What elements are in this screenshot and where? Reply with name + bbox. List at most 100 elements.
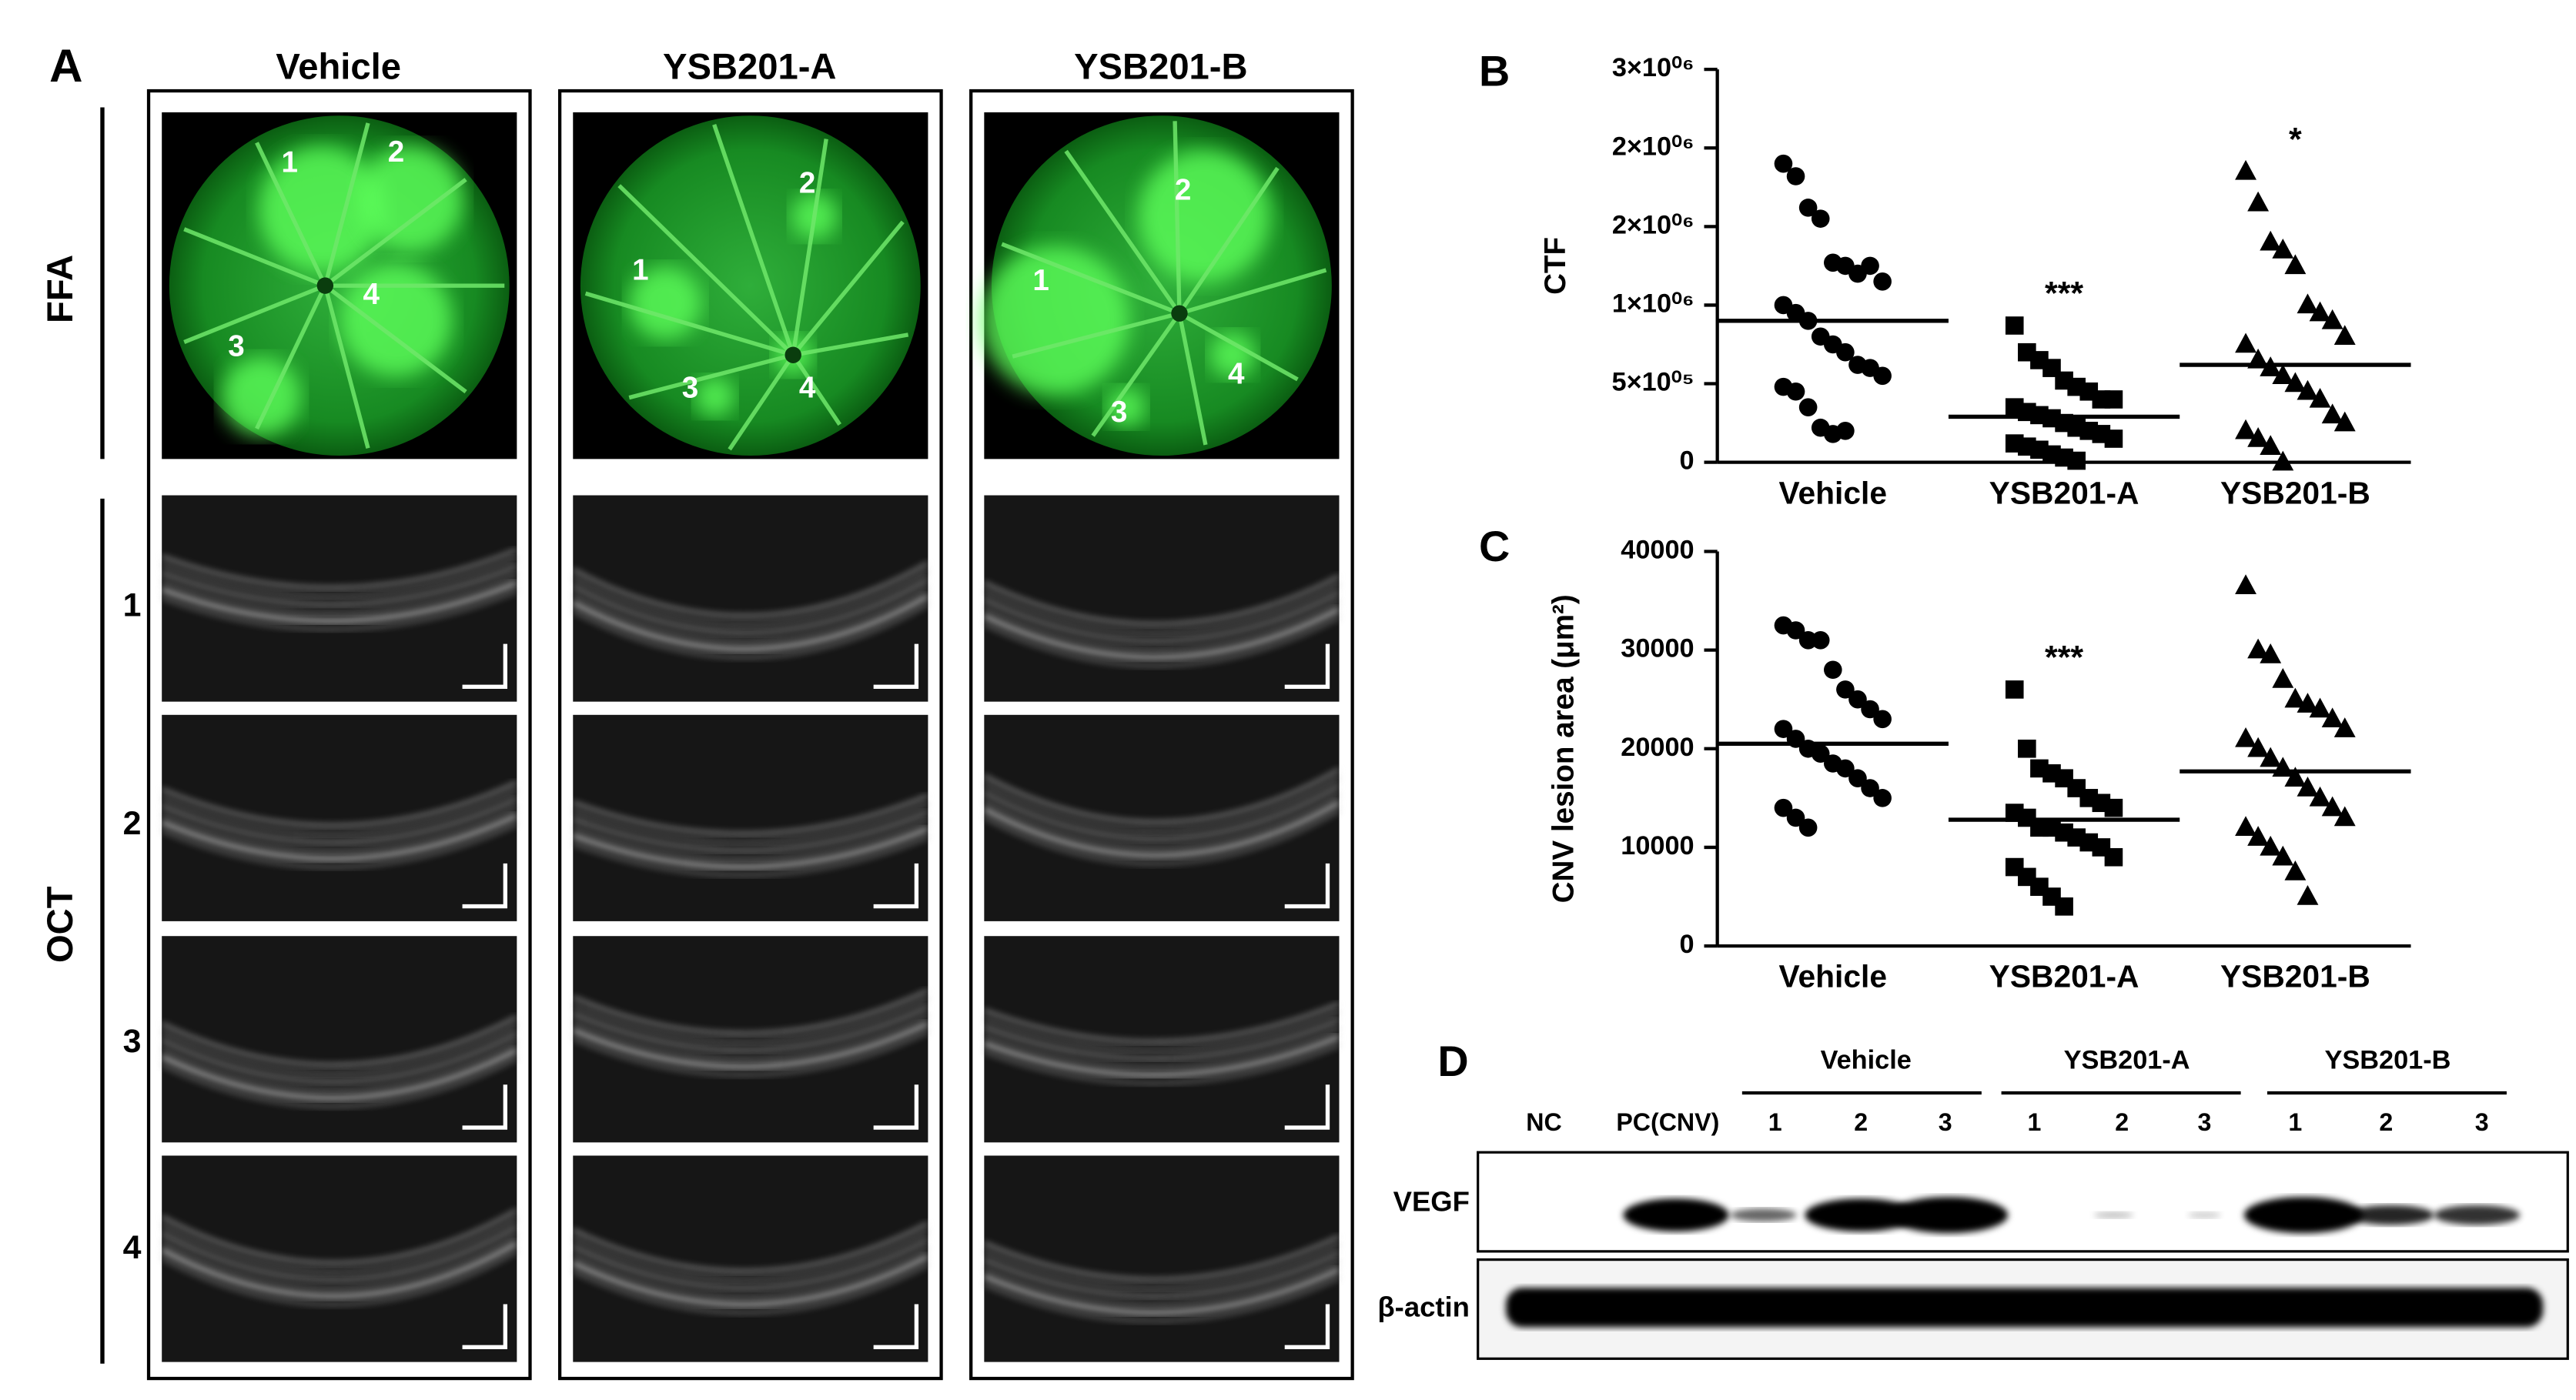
data-point (2309, 786, 2331, 807)
retina-layer (572, 1021, 929, 1069)
scale-bar (873, 643, 919, 690)
retina-layer (983, 616, 1340, 667)
data-point (2321, 796, 2343, 817)
data-point (1774, 720, 1793, 738)
group-label: Vehicle (1821, 1045, 1912, 1074)
section-label: OCT (39, 886, 80, 963)
retina-layer (983, 768, 1340, 824)
retina-layer (572, 1263, 929, 1314)
data-point (2235, 159, 2257, 180)
leak-spot (1209, 332, 1256, 379)
group-label: YSB201-B (2325, 1045, 2451, 1074)
column-frame (146, 89, 532, 1381)
retina-layer (161, 1024, 518, 1074)
lane-label: PC(CNV) (1616, 1108, 1719, 1136)
retina-layer (161, 573, 517, 614)
spot-label: 1 (281, 146, 297, 179)
data-point (2235, 332, 2257, 353)
spot-label: 4 (799, 371, 816, 404)
data-point (2297, 884, 2319, 905)
x-tick-label: Vehicle (1779, 959, 1887, 994)
scale-bar (462, 643, 508, 690)
data-point (2260, 643, 2282, 663)
panel-label: C (1479, 523, 1510, 570)
data-point (2272, 845, 2294, 866)
data-point (2247, 426, 2270, 447)
scale-bar (873, 1084, 919, 1130)
data-point (2321, 707, 2343, 728)
data-point (2260, 747, 2282, 767)
retina-layer (161, 548, 517, 590)
retina-layer (572, 578, 929, 634)
retina-layer (572, 603, 929, 659)
data-point (1824, 660, 1842, 680)
data-point (2309, 697, 2331, 718)
leak-spot (694, 376, 735, 417)
retina-layer (983, 793, 1340, 849)
vessel (1012, 311, 1180, 359)
scale-bar (873, 863, 919, 909)
retina-layer (983, 1011, 1340, 1051)
column-title: YSB201-B (1074, 46, 1247, 87)
data-point (1811, 744, 1830, 763)
retina-layer (982, 606, 1340, 660)
spot-label: 3 (682, 371, 698, 404)
data-point (2333, 411, 2356, 432)
retina-layer (161, 1208, 518, 1265)
y-tick-label: 0 (1680, 930, 1694, 959)
retina-layer (571, 593, 930, 652)
vessel (712, 124, 795, 356)
column-title: YSB201-A (663, 46, 836, 87)
data-point (2055, 897, 2073, 916)
retina-layer (983, 1034, 1340, 1078)
spot-label: 1 (1032, 264, 1049, 297)
retina-layer (983, 1002, 1340, 1044)
blot-band (2434, 1205, 2521, 1225)
data-point (2235, 727, 2257, 747)
retina-layer (572, 570, 929, 626)
retina-layer (983, 591, 1340, 642)
retina-layer (161, 565, 517, 606)
leak-spot (221, 356, 301, 436)
vessel (323, 178, 467, 288)
vessel (617, 184, 795, 357)
data-point (1861, 700, 1879, 719)
leak-spot (981, 246, 1130, 395)
oct-image (162, 936, 517, 1143)
retina-layer (572, 819, 929, 860)
data-point (2005, 316, 2024, 335)
retina-layer (161, 781, 518, 827)
retina-layer (983, 809, 1340, 865)
lane-label: 1 (2288, 1108, 2302, 1136)
vessel (1064, 149, 1182, 315)
retina-layer (160, 813, 518, 861)
data-point (2235, 816, 2257, 837)
spot-label: 4 (363, 278, 380, 311)
x-tick-label: YSB201-A (1989, 475, 2139, 510)
y-tick-label: 2×10⁰⁶ (1612, 210, 1694, 239)
retina-layer (572, 1247, 929, 1298)
data-point (2260, 230, 2282, 251)
y-tick-label: 30000 (1621, 634, 1694, 663)
data-point (2247, 638, 2270, 659)
y-tick-label: 40000 (1621, 536, 1694, 565)
leak-spot (1106, 387, 1146, 427)
retina-layer (572, 586, 929, 642)
vessel (1173, 121, 1182, 314)
y-tick-label: 5×10⁰⁵ (1612, 368, 1694, 397)
retina-layer (161, 806, 518, 852)
oct-row-label: 2 (123, 805, 142, 842)
column-title: Vehicle (276, 46, 401, 87)
data-point (1836, 680, 1855, 699)
retina-layer (983, 575, 1340, 626)
retina-layer (161, 797, 518, 844)
retina-layer (572, 1005, 929, 1051)
blot-band (2093, 1211, 2134, 1218)
retina-layer (983, 1260, 1340, 1306)
data-point (1873, 710, 1892, 729)
retina-layer (572, 836, 929, 877)
retina-layer (572, 1221, 929, 1273)
data-point (1798, 398, 1818, 416)
x-tick-label: YSB201-A (1989, 959, 2139, 994)
retina-layer (572, 1238, 929, 1289)
